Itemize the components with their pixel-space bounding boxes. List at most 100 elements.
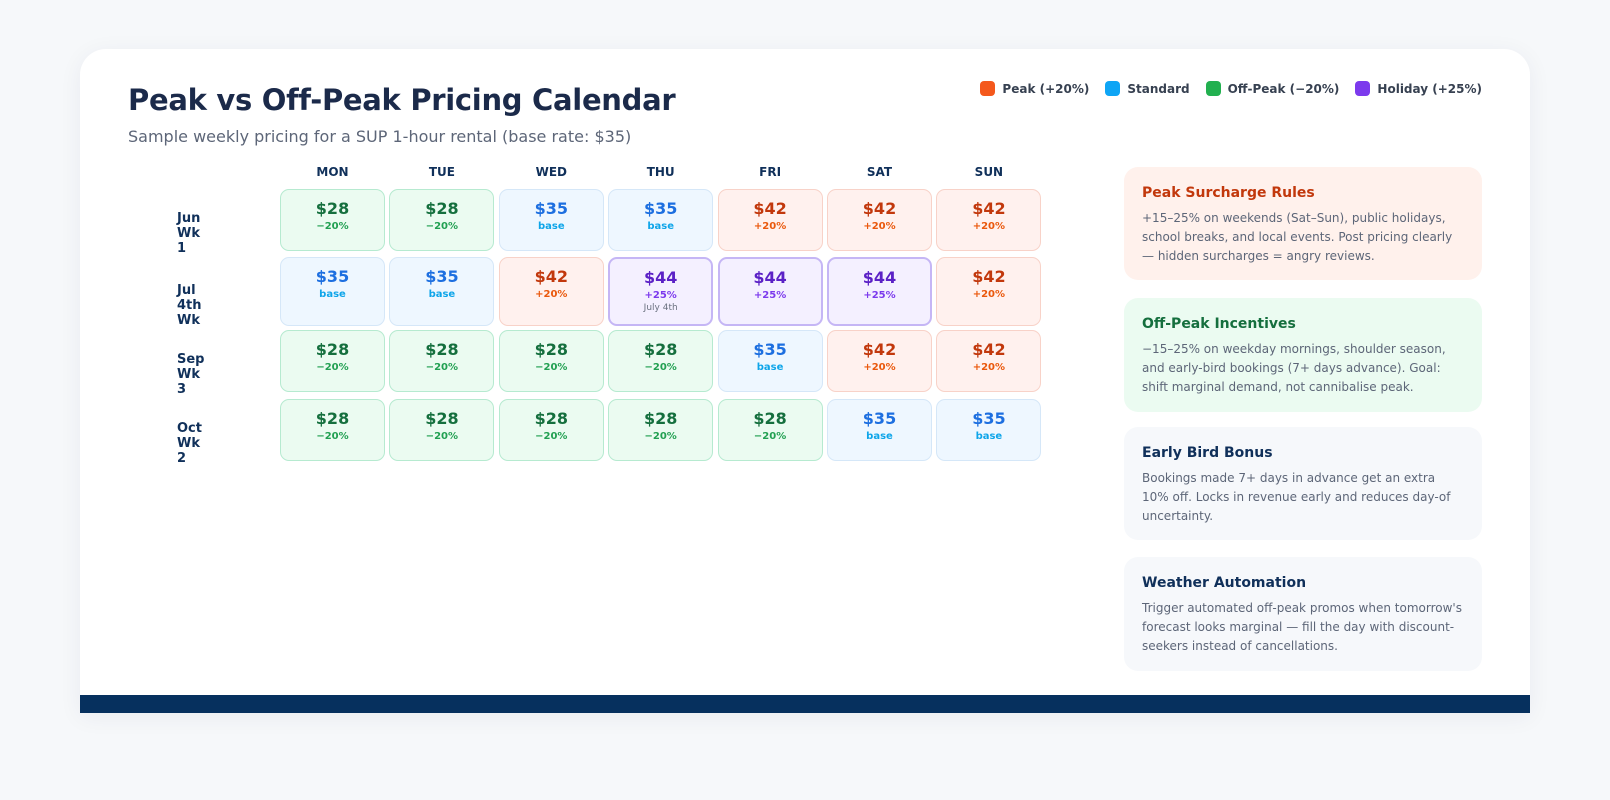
price-value: $28 [315,409,350,428]
panel-body: +15–25% on weekends (Sat–Sun), public ho… [1142,211,1453,263]
price-value: $28 [425,199,459,218]
price-note: July 4th [643,303,678,313]
price-cell-standard[interactable]: $35 base [498,189,604,251]
price-cell-offpeak[interactable]: $28 −20% [280,189,385,251]
footer-bar [80,695,1530,713]
price-change: +20% [863,221,896,232]
legend-label: Standard [1127,81,1190,96]
price-change: base [975,431,1003,442]
price-value: $42 [972,199,1006,218]
legend-item: Peak (+20%) [980,81,1089,96]
page-subtitle: Sample weekly pricing for a SUP 1-hour r… [128,127,632,146]
panel-title: Early Bird Bonus [1142,445,1273,461]
price-value: $42 [534,267,568,286]
price-change: base [428,289,456,300]
price-cell-holiday[interactable]: $44 +25% [717,257,823,326]
price-cell-offpeak[interactable]: $28 −20% [498,399,604,461]
price-cell-peak[interactable]: $42 +20% [936,189,1042,251]
price-value: $35 [862,409,897,428]
week-label: Sep Wk 3 [177,352,205,397]
week-label: Jun Wk 1 [177,211,201,256]
price-value: $28 [425,340,459,359]
price-change: +20% [972,289,1006,300]
price-cell-offpeak[interactable]: $28 −20% [717,399,823,461]
price-change: −20% [425,362,459,373]
price-cell-standard[interactable]: $35 base [936,399,1042,461]
price-value: $35 [534,199,568,218]
price-value: $35 [753,340,787,359]
price-cell-peak[interactable]: $42 +20% [717,189,823,251]
price-cell-standard[interactable]: $35 base [608,189,714,251]
price-change: +20% [972,362,1006,373]
price-change: −20% [644,431,677,442]
price-cell-offpeak[interactable]: $28 −20% [389,399,495,461]
panel-title: Peak Surcharge Rules [1142,185,1315,201]
price-value: $28 [753,409,787,428]
legend-swatch-icon [1205,81,1221,96]
day-header-tue: TUE [428,165,455,179]
price-value: $28 [534,409,568,428]
price-cell-standard[interactable]: $35 base [827,399,932,461]
price-cell-peak[interactable]: $42 +20% [498,257,604,326]
day-header-sun: SUN [974,165,1004,179]
price-value: $42 [753,199,787,218]
price-change: −20% [535,362,568,373]
price-change: +20% [753,221,787,232]
price-cell-standard[interactable]: $35 base [280,257,385,326]
price-change: +25% [753,290,787,301]
price-value: $28 [534,340,568,359]
price-cell-offpeak[interactable]: $28 −20% [389,330,495,392]
price-change: −20% [316,221,349,232]
legend-item: Holiday (+25%) [1355,81,1482,96]
day-header-wed: WED [535,165,567,179]
peak-surcharge-rules-panel: Peak Surcharge Rules +15–25% on weekends … [1124,167,1482,280]
day-header-fri: FRI [759,165,782,179]
week-label: Oct Wk 2 [177,421,202,466]
price-cell-peak[interactable]: $42 +20% [936,330,1042,392]
price-cell-offpeak[interactable]: $28 −20% [280,330,385,392]
price-value: $42 [972,267,1006,286]
day-header-mon: MON [316,165,349,179]
price-change: base [647,221,674,232]
price-cell-offpeak[interactable]: $28 −20% [608,399,714,461]
price-change: −20% [425,221,459,232]
day-header-thu: THU [646,165,675,179]
price-cell-offpeak[interactable]: $28 −20% [498,330,604,392]
price-value: $42 [862,199,897,218]
off-peak-incentives-panel: Off-Peak Incentives −15–25% on weekday mo… [1124,298,1482,412]
legend-swatch-icon [980,81,996,96]
price-change: −20% [644,362,677,373]
price-value: $28 [315,340,350,359]
legend-swatch-icon [1105,81,1121,96]
panel-title: Off-Peak Incentives [1142,316,1296,332]
price-change: base [319,289,346,300]
price-change: base [756,362,784,373]
price-value: $35 [972,409,1006,428]
legend-swatch-icon [1355,81,1371,96]
panel-title: Weather Automation [1142,575,1307,591]
price-change: −20% [316,362,349,373]
price-change: −20% [316,431,349,442]
price-cell-offpeak[interactable]: $28 −20% [389,189,495,251]
price-change: −20% [753,431,787,442]
day-header-sat: SAT [866,165,893,179]
price-cell-holiday[interactable]: $44 +25% [827,257,932,326]
price-cell-peak[interactable]: $42 +20% [936,257,1042,326]
price-change: +20% [535,289,568,300]
price-cell-holiday[interactable]: $44 +25% July 4th [608,257,714,326]
price-cell-standard[interactable]: $35 base [389,257,495,326]
price-change: +20% [863,362,896,373]
price-cell-peak[interactable]: $42 +20% [827,189,932,251]
price-value: $35 [315,267,350,286]
price-cell-offpeak[interactable]: $28 −20% [608,330,714,392]
price-change: +25% [863,290,896,301]
price-cell-standard[interactable]: $35 base [717,330,823,392]
price-cell-offpeak[interactable]: $28 −20% [280,399,385,461]
panel-body: −15–25% on weekday mornings, shoulder se… [1142,342,1446,394]
price-change: +25% [644,290,677,301]
price-value: $35 [643,199,678,218]
price-value: $28 [425,409,459,428]
week-label: Jul 4th Wk [177,282,202,328]
price-cell-peak[interactable]: $42 +20% [827,330,932,392]
price-value: $42 [972,340,1006,359]
